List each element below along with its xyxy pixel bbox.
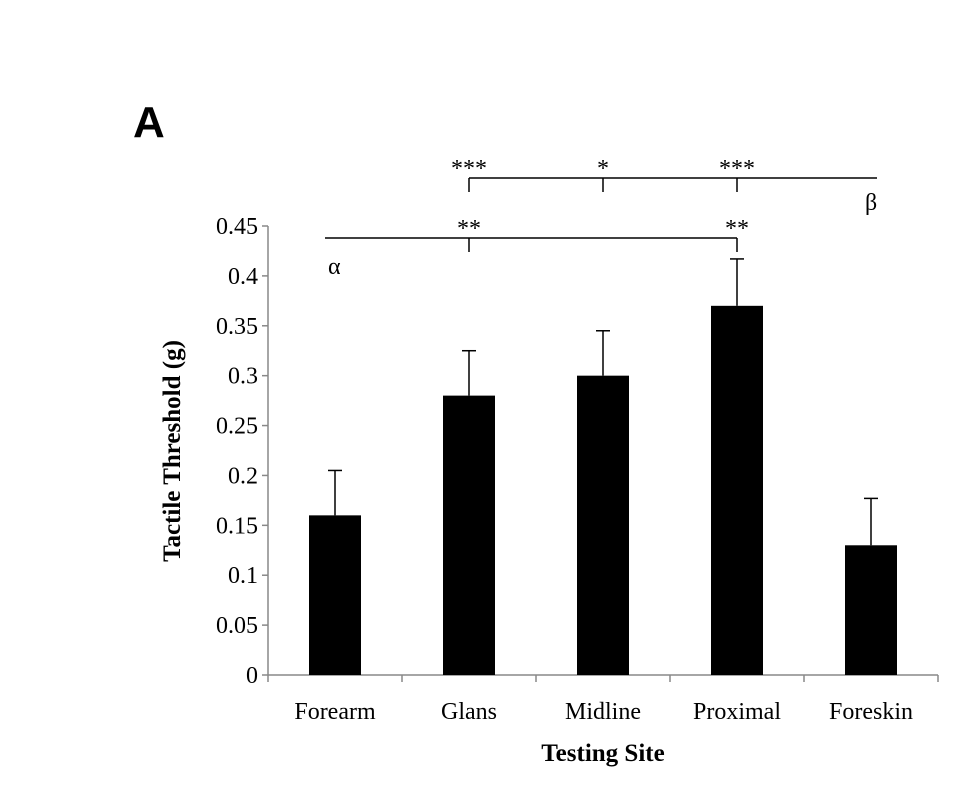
y-tick-label: 0.4 (228, 264, 258, 290)
beta-significance-label: *** (719, 156, 755, 182)
x-tick-label: Proximal (693, 699, 781, 725)
alpha-significance-label: ** (457, 216, 481, 242)
panel-label: A (133, 98, 165, 147)
bar-midline (577, 375, 629, 675)
bar-foreskin (845, 545, 897, 675)
significance-annotations: α** **β*** * *** (325, 156, 877, 280)
alpha-significance-label: ** (725, 216, 749, 242)
beta-significance-label: *** (451, 156, 487, 182)
x-tick-label: Glans (441, 699, 497, 725)
y-tick-label: 0.35 (216, 314, 258, 340)
y-axis-title: Tactile Threshold (g) (159, 340, 186, 562)
x-tick-label: Foreskin (829, 699, 913, 725)
y-tick-label: 0.45 (216, 214, 258, 240)
x-tick-label: Midline (565, 699, 641, 725)
bar-forearm (309, 515, 361, 675)
axes: 0 0.05 0.1 0.15 0.2 0.25 0.3 0.35 0.4 0.45 Forearm… (216, 214, 939, 725)
y-tick-label: 0.3 (228, 364, 258, 390)
alpha-symbol: α (328, 254, 341, 280)
y-tick-label: 0.05 (216, 613, 258, 639)
y-tick-label: 0 (246, 663, 258, 689)
y-tick-label: 0.25 (216, 414, 258, 440)
y-tick-label: 0.1 (228, 563, 258, 589)
x-tick-label: Forearm (294, 699, 376, 725)
y-tick-label: 0.2 (228, 463, 258, 489)
bar-glans (443, 395, 495, 675)
bars (309, 258, 897, 675)
bar-proximal (711, 305, 763, 675)
beta-significance-label: * (597, 156, 609, 182)
y-tick-label: 0.15 (216, 513, 258, 539)
x-axis-title: Testing Site (541, 740, 664, 767)
beta-symbol: β (865, 190, 877, 216)
